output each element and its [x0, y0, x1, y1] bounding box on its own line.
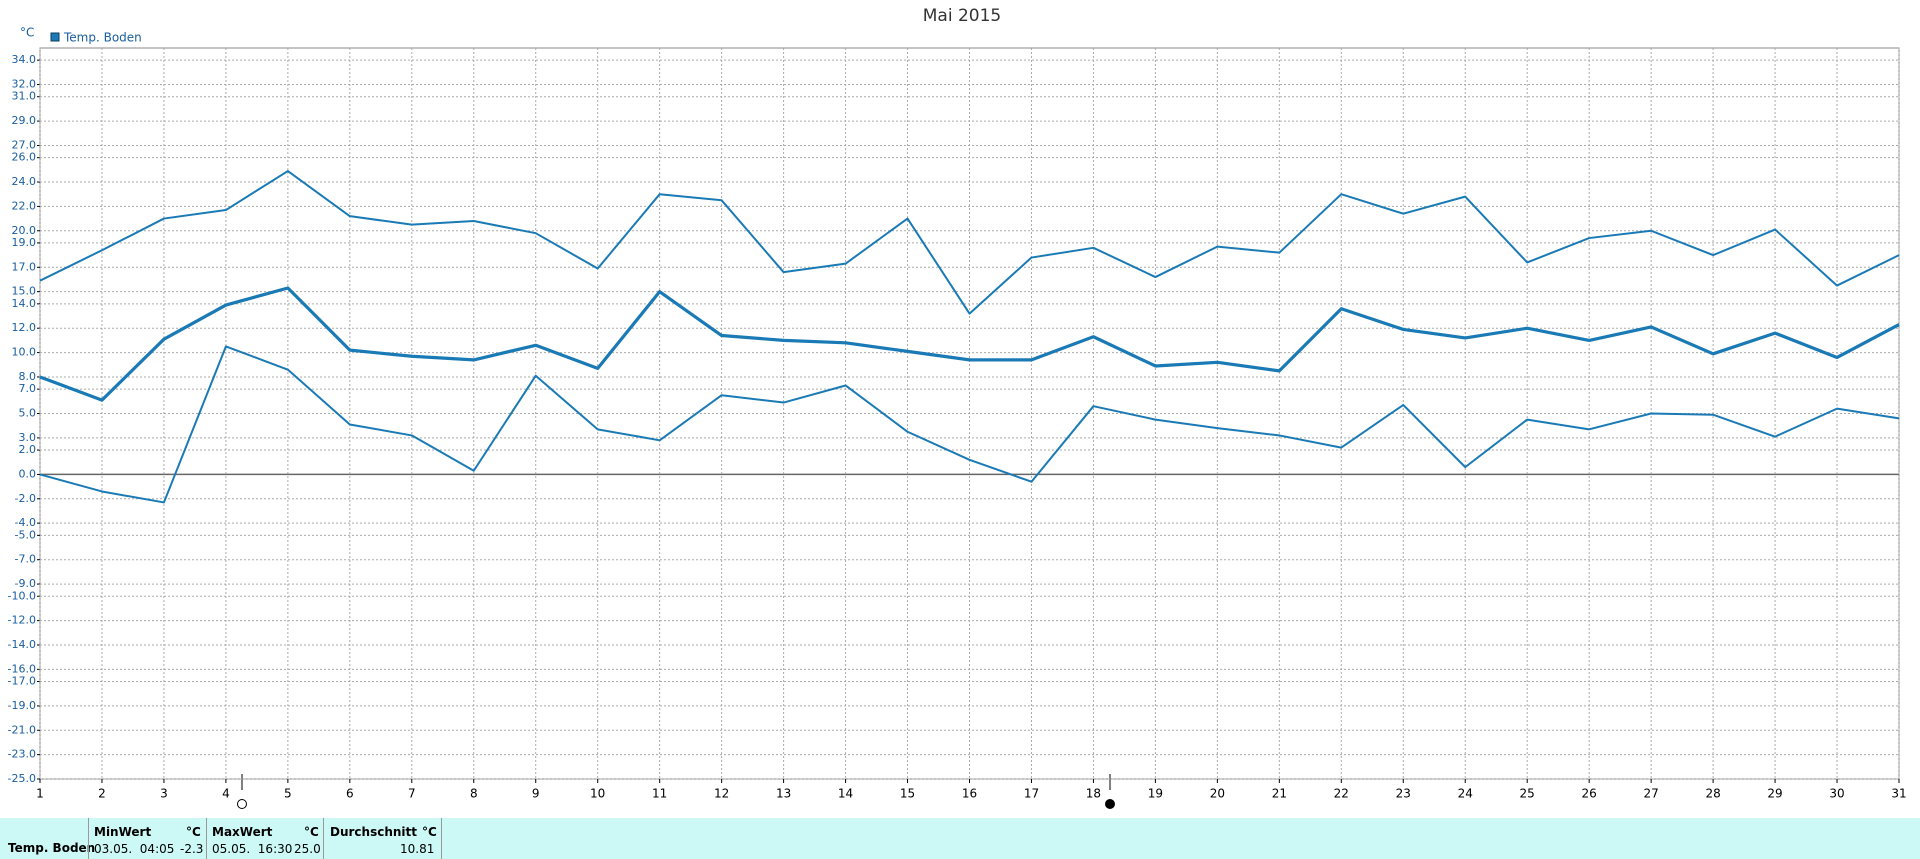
chart-title: Mai 2015: [923, 6, 1001, 26]
y-tick-label: 0.0: [19, 467, 37, 480]
y-tick-label: -12.0: [8, 614, 36, 627]
y-tick-label: -9.0: [15, 577, 36, 590]
y-tick-label: -17.0: [8, 675, 36, 688]
x-tick-label: 24: [1458, 787, 1473, 801]
stats-bar: Temp. Boden MinWert °C 03.05. 04:05 -2.3…: [0, 818, 1920, 859]
stats-value: 10.81: [400, 842, 435, 856]
y-tick-label: -16.0: [8, 662, 36, 675]
x-tick-label: 12: [714, 787, 729, 801]
line-max: [39, 170, 1900, 315]
line-min: [39, 345, 1900, 504]
x-tick-label: 6: [346, 787, 354, 801]
y-tick-label: 22.0: [12, 199, 37, 212]
y-tick-label: -21.0: [8, 723, 36, 736]
x-tick-label: 22: [1334, 787, 1349, 801]
stats-time: 03.05. 04:05: [94, 842, 175, 856]
y-tick-label: 8.0: [19, 370, 37, 383]
x-tick-label: 10: [590, 787, 605, 801]
y-tick-label: -5.0: [15, 528, 36, 541]
y-tick-label: 14.0: [12, 297, 37, 310]
x-tick-label: 4: [222, 787, 230, 801]
stats-header: MinWert: [94, 825, 152, 839]
x-tick-label: 21: [1272, 787, 1287, 801]
stats-unit: °C: [422, 825, 437, 839]
legend-swatch: [50, 32, 60, 42]
y-tick-label: 12.0: [12, 321, 37, 334]
chart: Mai 2015 °C Temp. Boden 34.032.031.029.0…: [8, 6, 1907, 809]
stats-value: -2.3: [180, 842, 204, 856]
y-tick-label: -2.0: [15, 492, 36, 505]
x-tick-label: 8: [470, 787, 478, 801]
cursor-marker: [237, 799, 247, 809]
x-tick-label: 3: [160, 787, 168, 801]
x-tick-label: 16: [962, 787, 977, 801]
x-tick-label: 18: [1086, 787, 1101, 801]
x-tick-label: 25: [1520, 787, 1535, 801]
y-tick-label: -23.0: [8, 748, 36, 761]
x-tick-label: 1: [36, 787, 44, 801]
y-tick-label: -7.0: [15, 553, 36, 566]
y-tick-label: -14.0: [8, 638, 36, 651]
x-tick-label: 23: [1396, 787, 1411, 801]
y-tick-label: -10.0: [8, 589, 36, 602]
x-tick-label: 11: [652, 787, 667, 801]
stats-value: 25.0: [294, 842, 321, 856]
y-tick-label: -4.0: [15, 516, 36, 529]
x-tick-label: 19: [1148, 787, 1163, 801]
y-tick-label: 27.0: [12, 138, 37, 151]
stats-series: Temp. Boden: [8, 841, 96, 855]
stats-header: MaxWert: [212, 825, 273, 839]
y-tick-label: 26.0: [12, 151, 37, 164]
x-tick-label: 31: [1891, 787, 1906, 801]
y-tick-label: 2.0: [19, 443, 37, 456]
stats-unit: °C: [186, 825, 201, 839]
x-tick-label: 27: [1643, 787, 1658, 801]
x-tick-label: 14: [838, 787, 853, 801]
y-tick-label: 7.0: [19, 382, 37, 395]
x-tick-label: 7: [408, 787, 416, 801]
x-tick-label: 5: [284, 787, 292, 801]
x-tick-label: 17: [1024, 787, 1039, 801]
y-tick-label: 3.0: [19, 431, 37, 444]
x-tick-label: 15: [900, 787, 915, 801]
stats-header: Durchschnitt: [330, 825, 418, 839]
y-tick-label: 29.0: [12, 114, 37, 127]
y-tick-label: 15.0: [12, 285, 37, 298]
stats-time: 05.05. 16:30: [212, 842, 293, 856]
y-tick-label: 24.0: [12, 175, 37, 188]
y-tick-label: 20.0: [12, 224, 37, 237]
y-tick-label: -25.0: [8, 772, 36, 785]
legend-label: Temp. Boden: [63, 31, 142, 45]
y-tick-label: 34.0: [12, 53, 37, 66]
y-tick-label: 32.0: [12, 78, 37, 91]
line-mean: [39, 286, 1900, 402]
cursor-marker: [1105, 799, 1115, 809]
y-unit: °C: [20, 26, 34, 40]
x-tick-label: 13: [776, 787, 791, 801]
y-tick-label: 17.0: [12, 260, 37, 273]
y-tick-label: -19.0: [8, 699, 36, 712]
x-tick-label: 29: [1767, 787, 1782, 801]
x-tick-label: 26: [1582, 787, 1597, 801]
stats-unit: °C: [304, 825, 319, 839]
x-tick-label: 28: [1705, 787, 1720, 801]
x-tick-label: 30: [1829, 787, 1844, 801]
y-tick-label: 5.0: [19, 407, 37, 420]
x-tick-label: 20: [1210, 787, 1225, 801]
y-tick-label: 31.0: [12, 90, 37, 103]
x-tick-label: 9: [532, 787, 540, 801]
y-tick-label: 10.0: [12, 346, 37, 359]
y-tick-label: 19.0: [12, 236, 37, 249]
x-tick-label: 2: [98, 787, 106, 801]
